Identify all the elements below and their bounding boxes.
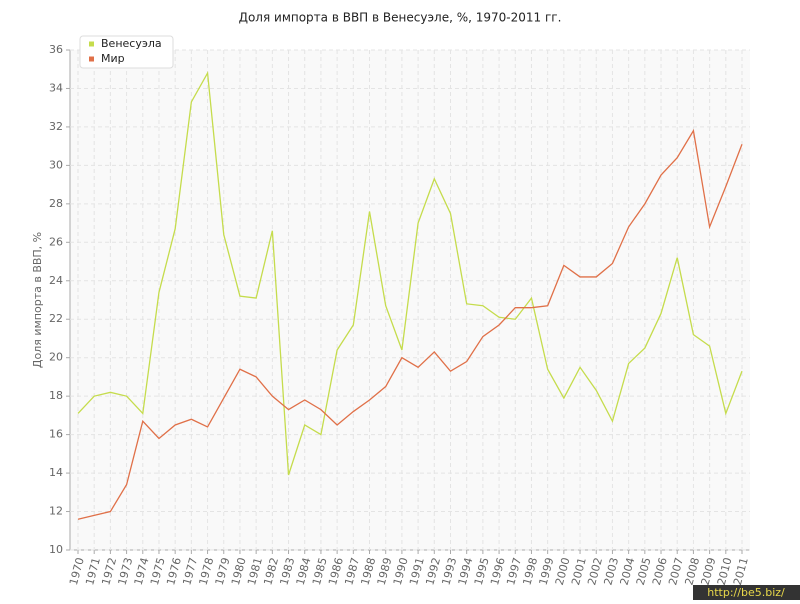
y-tick-label: 36 — [49, 43, 63, 56]
chart-title: Доля импорта в ВВП в Венесуэле, %, 1970-… — [239, 11, 562, 25]
y-tick-label: 30 — [49, 158, 63, 171]
legend-label: Мир — [101, 52, 125, 65]
y-tick-label: 12 — [49, 505, 63, 518]
y-tick-label: 28 — [49, 197, 63, 210]
y-axis-label: Доля импорта в ВВП, % — [31, 232, 44, 368]
watermark-bg — [693, 585, 800, 600]
y-tick-label: 16 — [49, 428, 63, 441]
y-tick-label: 22 — [49, 312, 63, 325]
y-tick-label: 20 — [49, 351, 63, 364]
legend-box — [79, 35, 174, 69]
legend-swatch — [89, 56, 94, 62]
y-tick-label: 14 — [49, 466, 63, 479]
y-tick-label: 10 — [49, 543, 63, 556]
y-tick-label: 32 — [49, 120, 63, 133]
series-line — [77, 70, 743, 476]
watermark: http://be5.biz/ — [707, 586, 785, 599]
y-tick-label: 18 — [49, 389, 63, 402]
series-line — [77, 128, 743, 520]
y-tick-label: 26 — [49, 235, 63, 248]
y-tick-label: 34 — [49, 81, 63, 94]
y-tick-label: 24 — [49, 274, 63, 287]
plot-area — [70, 50, 750, 550]
legend-swatch — [89, 41, 94, 47]
legend-label: Венесуэла — [101, 37, 162, 50]
